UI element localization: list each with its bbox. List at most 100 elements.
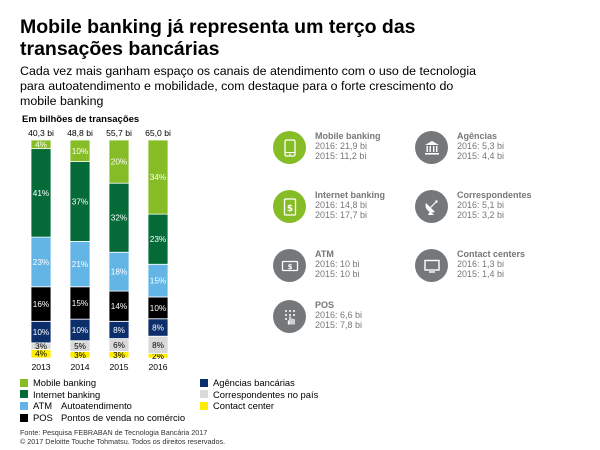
segment-label: 10%: [72, 326, 88, 335]
legend-swatch-pos: [20, 413, 28, 422]
channel-2016-atm: 2016: 10 bi: [315, 259, 360, 270]
channel-name-correspondentes: Correspondentes: [457, 190, 532, 200]
segment-label: 8%: [152, 323, 164, 332]
legend-label-agencias: Agências bancárias: [213, 377, 295, 388]
channel-2015-atm: 2015: 10 bi: [315, 269, 360, 280]
monitor-icon: [423, 259, 440, 273]
legend-item-contact: Contact center: [200, 400, 318, 412]
channel-2016-pos: 2016: 6,6 bi: [315, 310, 363, 321]
channel-circle-internet: $: [273, 190, 306, 223]
footer: Fonte: Pesquisa FEBRABAN de Tecnologia B…: [20, 428, 225, 446]
channel-name-internet: Internet banking: [315, 190, 386, 200]
segment-label: 10%: [33, 328, 49, 337]
segment-label: 23%: [33, 258, 49, 267]
segment-label: 8%: [152, 341, 164, 350]
segment-label: 5%: [74, 342, 86, 351]
channel-name-agencias: Agências: [457, 131, 498, 141]
svg-text:$: $: [287, 263, 292, 271]
x-tick-label: 2015: [109, 362, 128, 372]
segment-label: 3%: [74, 351, 86, 360]
segment-label: 21%: [72, 260, 88, 269]
footer-source: Fonte: Pesquisa FEBRABAN de Tecnologia B…: [20, 428, 208, 437]
channel-2016-internet: 2016: 14,8 bi: [315, 200, 368, 211]
legend-left: Mobile banking Internet banking ATM Autoa…: [20, 377, 185, 423]
legend-item-internet: Internet banking: [20, 389, 185, 401]
chart-title: Em bilhões de transações: [22, 114, 139, 125]
bar-segment: [69, 139, 91, 162]
channel-correspondentes: Correspondentes 2016: 5,1 bi 2015: 3,2 b…: [415, 190, 552, 223]
channel-contact-centers: Contact centers 2016: 1,3 bi 2015: 1,4 b…: [415, 249, 552, 282]
channel-2015-internet: 2015: 17,7 bi: [315, 210, 368, 221]
legend-label-internet: Internet banking: [33, 388, 101, 400]
legend-swatch-agencias: [200, 378, 208, 387]
channel-2015-pos: 2015: 7,8 bi: [315, 320, 363, 331]
channel-name-pos: POS: [315, 300, 335, 310]
channel-2016-correspondentes: 2016: 5,1 bi: [457, 200, 505, 211]
channel-atm: $ ATM 2016: 10 bi 2015: 10 bi: [273, 249, 410, 282]
stacked-bar-chart: Em bilhões de transações 40,3 bi 4% 3% 10% 16…: [22, 114, 171, 372]
legend-label-mobile: Mobile banking: [33, 377, 97, 388]
page-title: Mobile banking já representa um terço da…: [20, 16, 416, 60]
segment-label: 4%: [35, 350, 47, 359]
channel-circle-agencias: [415, 131, 448, 164]
segment-label: 2%: [152, 352, 164, 361]
channel-circle-pos: [273, 300, 306, 333]
legend-label-correspondentes: Correspondentes no país: [213, 388, 319, 400]
segment-label: 10%: [150, 304, 166, 313]
legend-swatch-contact: [200, 401, 208, 410]
legend-right: Agências bancárias Correspondentes no pa…: [200, 377, 318, 412]
channel-name-mobile: Mobile banking: [315, 131, 381, 141]
legend-swatch-internet: [20, 390, 28, 399]
bar-total-label: 65,0 bi: [145, 128, 171, 138]
segment-label: 15%: [150, 277, 166, 286]
bar-total-label: 40,3 bi: [28, 128, 54, 138]
page-subtitle: Cada vez mais ganham espaço os canais de…: [20, 64, 476, 108]
bar-total-label: 48,8 bi: [67, 128, 93, 138]
segment-label: 4%: [35, 140, 47, 149]
channel-agencias: Agências 2016: 5,3 bi 2015: 4,4 bi: [415, 131, 552, 164]
legend-swatch-atm: [20, 401, 28, 410]
channel-pos: POS 2016: 6,6 bi 2015: 7,8 bi: [273, 300, 410, 333]
x-tick-label: 2013: [31, 362, 50, 372]
channel-2015-correspondentes: 2015: 3,2 bi: [457, 210, 505, 221]
svg-text:$: $: [286, 204, 292, 214]
channel-name-atm: ATM: [315, 249, 334, 259]
channel-circle-contact: [415, 249, 448, 282]
channel-circle-mobile: [273, 131, 306, 164]
legend-item-correspondentes: Correspondentes no país: [200, 389, 318, 401]
segment-label: 6%: [113, 341, 125, 350]
x-tick-label: 2014: [70, 362, 89, 372]
channel-mobile-banking: Mobile banking 2016: 21,9 bi 2015: 11,2 …: [273, 131, 410, 164]
bar-segment: [108, 139, 130, 184]
legend-swatch-mobile: [20, 378, 28, 387]
segment-label: 14%: [111, 302, 127, 311]
segment-label: 15%: [72, 299, 88, 308]
channel-2016-contact: 2016: 1,3 bi: [457, 259, 505, 270]
legend-item-mobile: Mobile banking: [20, 377, 185, 389]
segment-label: 18%: [111, 268, 127, 277]
legend-item-pos: POS Pontos de venda no comércio: [20, 412, 185, 424]
footer-copyright: © 2017 Deloitte Touche Tohmatsu. Todos o…: [20, 437, 226, 446]
legend-item-atm: ATM Autoatendimento: [20, 400, 185, 412]
legend-code-pos: POS: [33, 411, 53, 423]
cash-icon: $: [281, 260, 298, 271]
bar-segment: [147, 139, 169, 215]
legend-label-pos: Pontos de venda no comércio: [61, 411, 186, 423]
legend-item-agencias: Agências bancárias: [200, 377, 318, 389]
bank-building-icon: [424, 140, 439, 155]
segment-label: 16%: [33, 300, 49, 309]
bar-segment: [30, 139, 52, 150]
channel-2016-agencias: 2016: 5,3 bi: [457, 141, 505, 152]
legend-label-contact: Contact center: [213, 400, 274, 412]
segment-label: 37%: [72, 198, 88, 207]
satellite-dish-icon: [425, 199, 438, 215]
segment-label: 10%: [72, 147, 88, 156]
keypad-hand-icon: [284, 309, 295, 325]
segment-label: 23%: [150, 235, 166, 244]
segment-label: 20%: [111, 158, 127, 167]
segment-label: 8%: [113, 326, 125, 335]
legend-label-atm: Autoatendimento: [61, 400, 132, 412]
channel-internet-banking: $ Internet banking 2016: 14,8 bi 2015: 1…: [273, 190, 410, 223]
dollar-document-icon: $: [283, 197, 296, 216]
legend-code-atm: ATM: [33, 400, 53, 412]
